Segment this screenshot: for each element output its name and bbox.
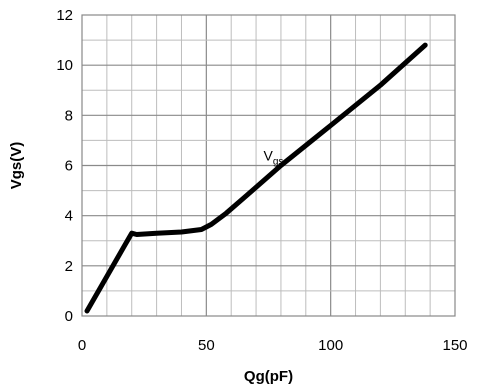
y-tick-label: 0: [65, 308, 73, 325]
plot-border: [81, 14, 456, 317]
x-tick-label: 50: [198, 337, 215, 354]
annotation-main: V: [264, 147, 274, 163]
y-tick-labels: 0 2 4 6 8 10 12: [56, 7, 73, 325]
y-tick-label: 6: [65, 158, 73, 175]
series-group: [84, 42, 428, 314]
x-tick-label: 150: [442, 337, 467, 354]
x-axis-title: Qg(pF): [244, 368, 293, 385]
grid: [82, 15, 455, 316]
y-axis-title: Vgs(V): [8, 142, 25, 190]
series-line-vgs: [84, 42, 428, 314]
y-tick-label: 4: [65, 208, 73, 225]
y-tick-label: 10: [56, 57, 73, 74]
y-tick-label: 2: [65, 258, 73, 275]
annotation-sub: gs: [273, 156, 284, 167]
y-tick-label: 8: [65, 107, 73, 124]
x-tick-labels: 0 50 100 150: [78, 337, 468, 354]
x-tick-label: 0: [78, 337, 86, 354]
x-tick-label: 100: [318, 337, 343, 354]
vgs-annotation: Vgs: [264, 147, 284, 167]
y-tick-label: 12: [56, 7, 73, 24]
